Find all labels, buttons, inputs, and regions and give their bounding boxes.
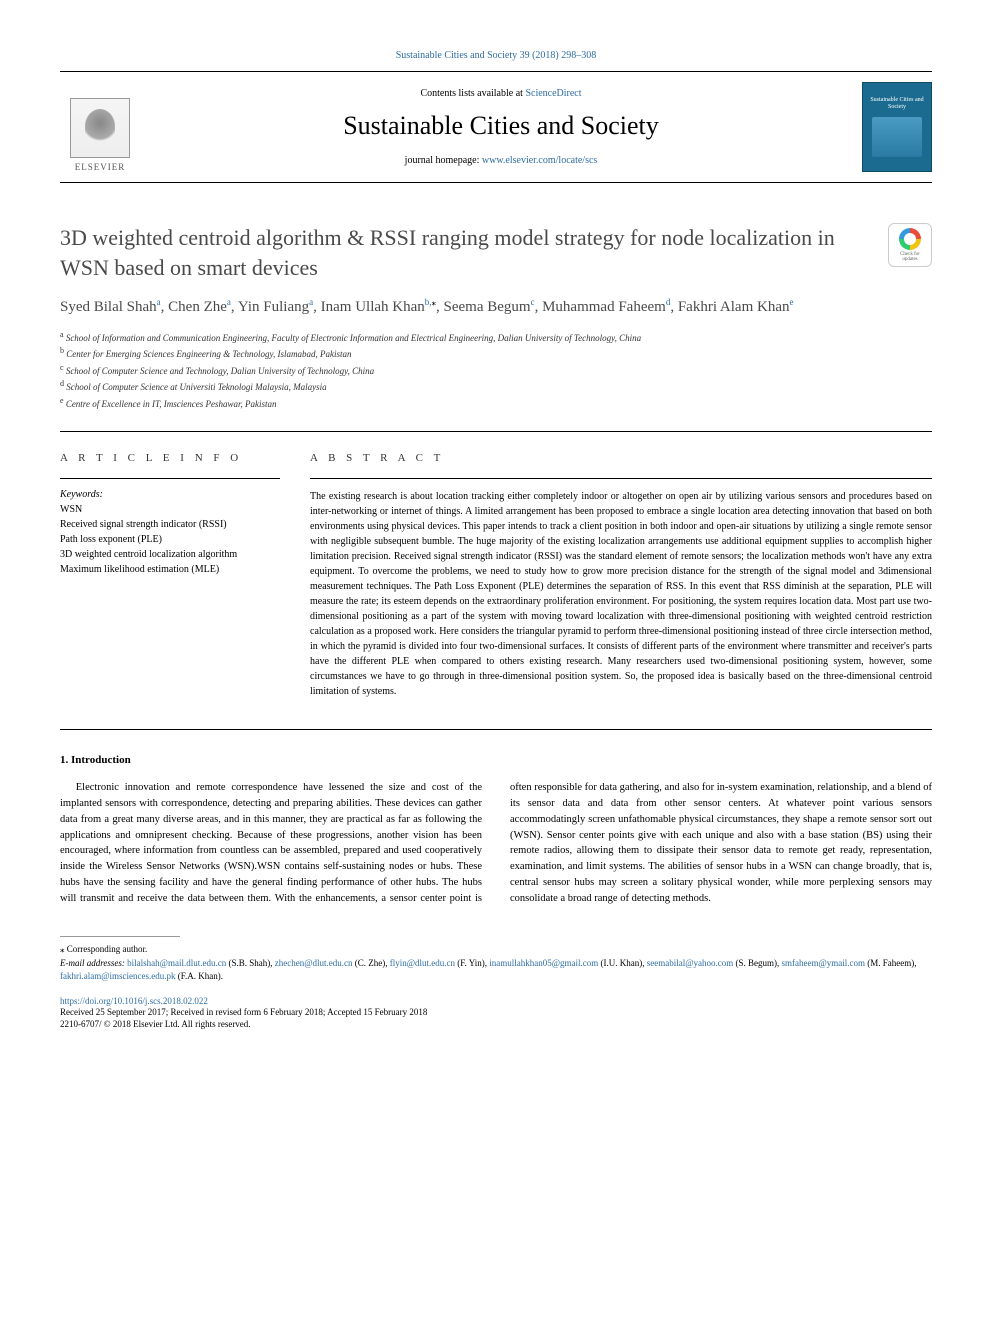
email-link[interactable]: smfaheem@ymail.com: [782, 958, 866, 968]
intro-paragraph: Electronic innovation and remote corresp…: [60, 780, 932, 906]
homepage-line: journal homepage: www.elsevier.com/locat…: [140, 155, 862, 166]
author: Muhammad Faheemd: [542, 299, 670, 315]
intro-body: Electronic innovation and remote corresp…: [60, 780, 932, 906]
authors-list: Syed Bilal Shaha, Chen Zhea, Yin Fuliang…: [60, 296, 932, 319]
homepage-prefix: journal homepage:: [405, 155, 482, 166]
affiliation: a School of Information and Communicatio…: [60, 329, 932, 346]
keyword: 3D weighted centroid localization algori…: [60, 547, 280, 562]
author: Fakhri Alam Khane: [678, 299, 794, 315]
crossmark-icon: [899, 228, 921, 250]
contents-prefix: Contents lists available at: [420, 88, 525, 99]
email-link[interactable]: inamullahkhan05@gmail.com: [489, 958, 598, 968]
article-info-heading: A R T I C L E I N F O: [60, 452, 280, 464]
footer: ⁎ Corresponding author. E-mail addresses…: [60, 943, 932, 984]
email-addresses: E-mail addresses: bilalshah@mail.dlut.ed…: [60, 957, 932, 984]
check-updates-badge[interactable]: Check forupdates: [888, 223, 932, 267]
affiliation: c School of Computer Science and Technol…: [60, 362, 932, 379]
journal-reference: Sustainable Cities and Society 39 (2018)…: [60, 50, 932, 61]
cover-title: Sustainable Cities and Society: [863, 97, 931, 111]
received-line: Received 25 September 2017; Received in …: [60, 1006, 932, 1019]
abstract-column: A B S T R A C T The existing research is…: [310, 452, 932, 699]
check-updates-text: Check forupdates: [900, 252, 920, 262]
affiliations-list: a School of Information and Communicatio…: [60, 329, 932, 412]
affiliation: e Centre of Excellence in IT, Imsciences…: [60, 395, 932, 412]
author: Yin Fulianga: [238, 299, 313, 315]
email-link[interactable]: fakhri.alam@imsciences.edu.pk: [60, 971, 176, 981]
email-link[interactable]: bilalshah@mail.dlut.edu.cn: [127, 958, 226, 968]
cover-image: [872, 117, 922, 157]
info-divider: [60, 478, 280, 479]
author: Syed Bilal Shaha: [60, 299, 161, 315]
keyword: Received signal strength indicator (RSSI…: [60, 517, 280, 532]
footer-separator: [60, 936, 180, 937]
abstract-heading: A B S T R A C T: [310, 452, 932, 464]
email-link[interactable]: seemabilal@yahoo.com: [647, 958, 734, 968]
contents-line: Contents lists available at ScienceDirec…: [140, 88, 862, 99]
divider: [60, 431, 932, 432]
email-link[interactable]: zhechen@dlut.edu.cn: [275, 958, 353, 968]
sciencedirect-link[interactable]: ScienceDirect: [525, 88, 581, 99]
keyword: Path loss exponent (PLE): [60, 532, 280, 547]
copyright-line: 2210-6707/ © 2018 Elsevier Ltd. All righ…: [60, 1018, 932, 1031]
homepage-link[interactable]: www.elsevier.com/locate/scs: [482, 155, 597, 166]
elsevier-tree-icon: [70, 98, 130, 158]
affiliation: b Center for Emerging Sciences Engineeri…: [60, 345, 932, 362]
affiliation: d School of Computer Science at Universi…: [60, 378, 932, 395]
article-info: A R T I C L E I N F O Keywords: WSNRecei…: [60, 452, 280, 699]
keyword: Maximum likelihood estimation (MLE): [60, 562, 280, 577]
info-abstract-row: A R T I C L E I N F O Keywords: WSNRecei…: [60, 452, 932, 699]
keywords-list: WSNReceived signal strength indicator (R…: [60, 502, 280, 577]
email-label: E-mail addresses:: [60, 958, 127, 968]
author: Inam Ullah Khanb,⁎: [321, 299, 436, 315]
abstract-text: The existing research is about location …: [310, 489, 932, 699]
doi-link[interactable]: https://doi.org/10.1016/j.scs.2018.02.02…: [60, 996, 208, 1006]
title-row: 3D weighted centroid algorithm & RSSI ra…: [60, 223, 932, 282]
journal-name: Sustainable Cities and Society: [140, 111, 862, 141]
elsevier-logo: ELSEVIER: [60, 82, 140, 172]
keyword: WSN: [60, 502, 280, 517]
email-link[interactable]: flyin@dlut.edu.cn: [390, 958, 455, 968]
journal-ref-link[interactable]: Sustainable Cities and Society 39 (2018)…: [396, 50, 597, 61]
corresponding-note: ⁎ Corresponding author.: [60, 943, 932, 957]
article-title: 3D weighted centroid algorithm & RSSI ra…: [60, 223, 868, 282]
journal-cover: Sustainable Cities and Society: [862, 82, 932, 172]
author: Seema Begumc: [444, 299, 535, 315]
journal-header: ELSEVIER Contents lists available at Sci…: [60, 71, 932, 183]
elsevier-label: ELSEVIER: [75, 162, 126, 172]
header-center: Contents lists available at ScienceDirec…: [140, 88, 862, 166]
abstract-divider: [310, 478, 932, 479]
keywords-label: Keywords:: [60, 489, 280, 500]
asterisk-icon: ⁎: [60, 944, 67, 954]
doi-line: https://doi.org/10.1016/j.scs.2018.02.02…: [60, 996, 932, 1006]
intro-section: 1. Introduction Electronic innovation an…: [60, 729, 932, 906]
intro-heading: 1. Introduction: [60, 754, 932, 766]
author: Chen Zhea: [168, 299, 231, 315]
page-root: Sustainable Cities and Society 39 (2018)…: [0, 0, 992, 1071]
